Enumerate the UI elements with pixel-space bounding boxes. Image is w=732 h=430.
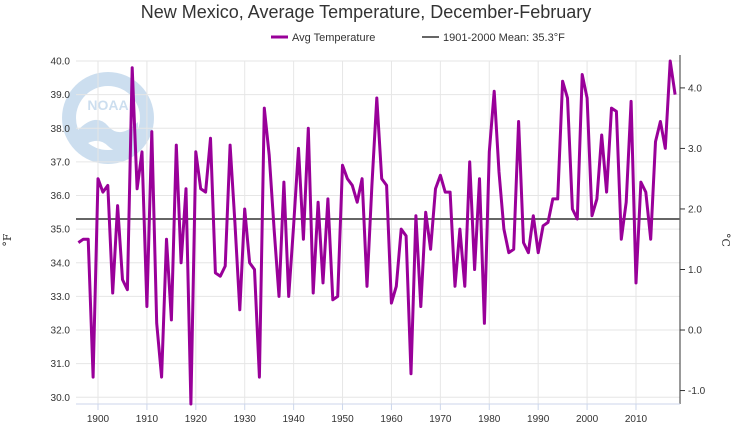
- y-tick-label-left: 40.0: [51, 57, 71, 68]
- left-y-axis: 30.0 31.0 32.0 33.0 34.0 35.0 36.0 37.0 38.0 39.0…: [51, 57, 71, 404]
- legend-label-avg-temperature: Avg Temperature: [292, 32, 375, 44]
- y-tick-label-right: -1.0: [688, 386, 706, 397]
- y-tick-label-left: 31.0: [51, 359, 71, 370]
- x-tick-label: 1940: [283, 414, 306, 425]
- legend-label-mean: 1901-2000 Mean: 35.3°F: [443, 32, 565, 44]
- x-tick-label: 2010: [625, 414, 648, 425]
- y-tick-label-left: 30.0: [51, 393, 71, 404]
- left-axis-unit: °F: [1, 233, 14, 247]
- legend[interactable]: Avg Temperature 1901-2000 Mean: 35.3°F: [271, 32, 565, 44]
- right-axis-unit: °C: [719, 233, 732, 247]
- y-tick-label-left: 38.0: [51, 124, 71, 135]
- noaa-logo-text: NOAA: [87, 97, 128, 113]
- y-tick-label-left: 33.0: [51, 292, 71, 303]
- y-tick-label-right: 1.0: [688, 265, 702, 276]
- x-tick-label: 1950: [331, 414, 354, 425]
- y-tick-label-right: 2.0: [688, 204, 702, 215]
- noaa-watermark-logo: NOAA: [62, 72, 154, 164]
- x-tick-label: 1920: [185, 414, 208, 425]
- legend-item-mean[interactable]: 1901-2000 Mean: 35.3°F: [422, 32, 565, 44]
- x-tick-label: 1910: [136, 414, 159, 425]
- y-tick-label-left: 34.0: [51, 258, 71, 269]
- x-tick-label: 1980: [478, 414, 501, 425]
- y-tick-label-left: 37.0: [51, 157, 71, 168]
- y-tick-label-right: 3.0: [688, 144, 702, 155]
- y-tick-label-left: 35.0: [51, 225, 71, 236]
- legend-item-avg-temperature[interactable]: Avg Temperature: [271, 32, 375, 44]
- x-tick-label: 1970: [429, 414, 452, 425]
- avg-temperature-line[interactable]: [77, 59, 677, 406]
- y-tick-label-left: 36.0: [51, 191, 71, 202]
- x-tick-label: 1960: [380, 414, 403, 425]
- y-tick-label-left: 32.0: [51, 326, 71, 337]
- x-tick-label: 2000: [576, 414, 599, 425]
- x-tick-label: 1930: [234, 414, 257, 425]
- right-y-axis: -1.0 0.0 1.0 2.0 3.0 4.0: [679, 55, 706, 404]
- chart-title: New Mexico, Average Temperature, Decembe…: [141, 2, 592, 22]
- y-tick-label-right: 0.0: [688, 326, 702, 337]
- y-tick-label-left: 39.0: [51, 90, 71, 101]
- x-tick-label: 1990: [527, 414, 550, 425]
- x-tick-label: 1900: [87, 414, 110, 425]
- y-tick-label-right: 4.0: [688, 83, 702, 94]
- x-axis: 1900 1910 1920 1930 1940 1950 1960 1970 1980 1990…: [76, 403, 680, 425]
- series-avg-temperature[interactable]: [77, 59, 677, 406]
